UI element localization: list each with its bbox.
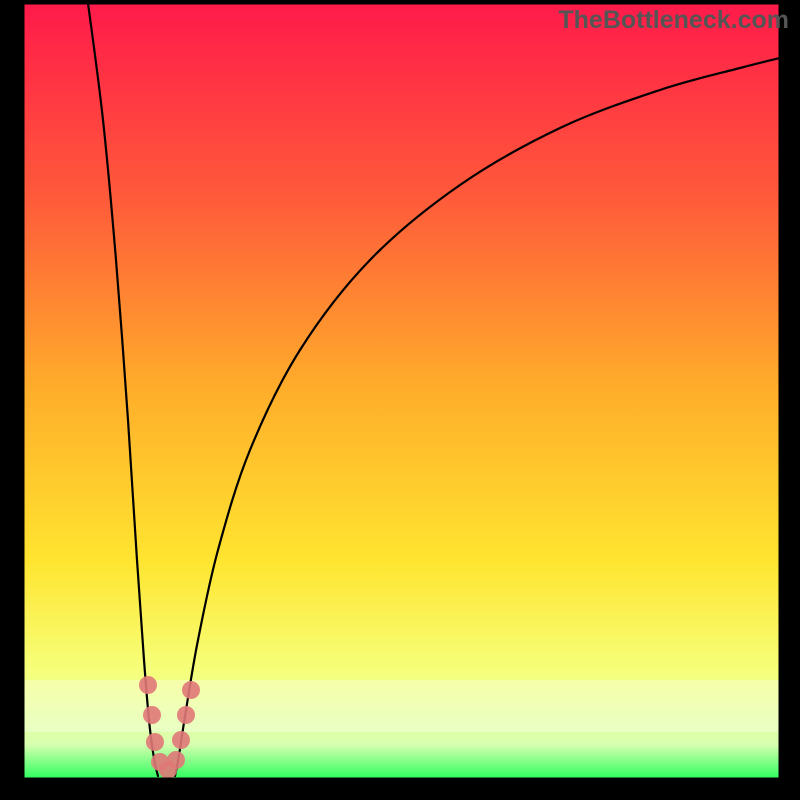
- marker-dot: [139, 676, 157, 694]
- marker-dot: [172, 731, 190, 749]
- marker-dot: [146, 733, 164, 751]
- watermark-text: TheBottleneck.com: [558, 6, 789, 35]
- bottleneck-chart: [0, 0, 800, 800]
- marker-dot: [143, 706, 161, 724]
- marker-dot: [177, 706, 195, 724]
- marker-dot: [167, 751, 185, 769]
- chart-container: { "canvas": { "width": 800, "height": 80…: [0, 0, 800, 800]
- plot-background: [23, 3, 780, 779]
- pale-band: [23, 680, 780, 732]
- marker-dot: [182, 681, 200, 699]
